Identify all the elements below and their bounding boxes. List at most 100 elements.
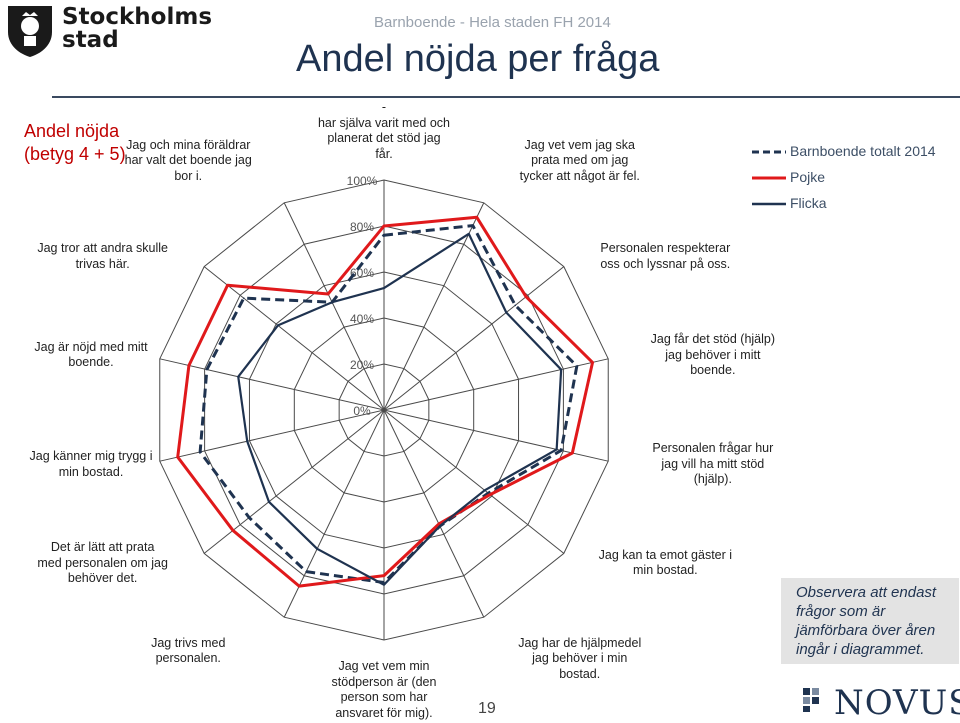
radar-category-label-line: stödperson är (den [331,674,437,689]
radar-category-label-line: Jag vet vem min [338,659,430,673]
radar-spoke [383,202,485,411]
radar-category-label-line: jag behöver i min [532,651,628,666]
legend-red-line-icon [752,176,786,180]
radar-point [487,492,490,494]
radar-tick-label: 20% [350,358,374,372]
radar-point [383,584,385,586]
radar-category-label-line: Personalen respekterar [600,241,731,256]
legend-label: Barnboende totalt 2014 [790,143,936,159]
radar-category-label: Jag får det stöd (hjälp) jag behöver i mi… [628,332,798,379]
radar-spoke [283,202,385,411]
radar-category-label-line: har själva varit med och [317,115,450,130]
radar-point [226,284,229,287]
radar-point [188,364,190,367]
radar-spoke [159,358,385,411]
radar-point [242,297,245,299]
title-divider [52,96,960,98]
report-subtitle: Barnboende - Hela staden FH 2014 [374,14,611,31]
radar-category-label-line: bor i. [174,168,203,183]
radar-point [483,489,486,492]
radar-category-label-line: boende. [690,363,736,377]
radar-category-label: Jag tror att andra skulle trivas här. [18,241,188,272]
radar-point [232,529,234,532]
radar-series-flicka [237,232,563,586]
radar-point [489,493,491,496]
legend-label: Flicka [790,195,827,211]
radar-spoke [159,409,385,462]
radar-category-label-line: trivas här. [75,256,130,271]
radar-spoke [283,409,385,618]
radar-tick-label: 0% [353,404,371,418]
radar-point [514,304,517,307]
radar-point [438,523,440,525]
radar-category-label-line: Det är lätt att prata [50,540,155,555]
radar-category-label-line: oss och lyssnar på oss. [600,256,731,271]
radar-category-label-line: min bostad. [58,464,124,479]
radar-spoke [383,266,565,411]
radar-category-label: Jag är nöjd med mitt boende. [6,340,176,371]
radar-category-label-line: Jag vet vem jag ska [524,137,635,152]
radar-category-label-line: planerat det stöd jag [327,131,441,145]
radar-point [472,224,474,227]
metric-definition: Andel nöjda (betyg 4 + 5) [24,120,126,166]
chart-legend: Barnboende totalt 2014 Pojke Flicka [752,143,952,221]
radar-category-label-line: tycker att något är fel. [519,168,640,183]
radar-point [383,225,385,227]
radar-category-label: Jag kan ta emot gäster i min bostad. [580,548,750,579]
radar-category-label-line: Jag tror att andra skulle [37,241,168,256]
radar-point [298,585,300,587]
radar-category-label-line: Jag får det stöd (hjälp) [650,332,776,346]
radar-point [246,440,249,443]
radar-category-label-line: prata med om jag [531,153,629,168]
logo-text: Stockholms stad [62,6,212,52]
radar-point [560,368,562,371]
radar-category-label-line: Jag känner mig trygg i [29,449,153,464]
radar-category-label: Jag trivs med personalen. [103,636,273,667]
novus-logo-text: NOVUS [834,683,960,723]
radar-category-label-line: Jag har de hjälpmedel [518,635,642,650]
radar-point [505,311,508,314]
radar-category-label-line: Personalen frågar hur [652,441,774,456]
radar-category-label-line: får. [375,146,393,161]
radar-point [555,448,558,451]
logo-text-line: stad [62,27,119,53]
radar-spoke [383,358,609,411]
radar-point [268,500,270,503]
legend-item-total: Barnboende totalt 2014 [752,143,952,169]
radar-category-label: Det är lätt att prata med personalen om j… [18,540,188,587]
radar-point [476,216,478,219]
radar-point [576,365,578,367]
radar-point [176,456,179,458]
radar-category-label-line: Jag trivs med [151,635,226,650]
radar-point [439,525,441,527]
radar-spoke [383,409,485,618]
radar-category-label-line: ansvaret för mig). [335,705,433,720]
stockholm-crest-icon [8,6,52,57]
note-text: Observera att endast frågor som är jämfö… [796,584,937,658]
radar-category-label-line: (hjälp). [693,472,732,487]
radar-point [331,301,333,304]
radar-series-barnboende-totalt-2014 [198,224,579,584]
radar-category-label-line: har valt det boende jag [124,153,252,168]
radar-spoke [203,266,385,411]
radar-point [305,570,307,573]
radar-category-label: Personalen frågar hur jag vill ha mitt st… [628,441,798,488]
radar-category-label-line: Jag och mina föräldrar [126,137,251,152]
radar-category-label-line: behöver det. [67,571,138,586]
radar-point [199,451,201,453]
radar-category-label-line: person som har [340,690,428,704]
legend-item-pojke: Pojke [752,169,952,195]
radar-category-label-line: personalen. [155,651,221,666]
radar-point [327,293,329,295]
metric-definition-line: Andel nöjda [24,121,120,141]
radar-category-label-line: jag vill ha mitt stöd [661,456,765,471]
radar-point [316,548,318,550]
radar-point [383,574,385,577]
legend-label: Pojke [790,169,826,185]
radar-point [383,234,385,236]
radar-point [383,287,385,289]
radar-point [571,452,574,454]
legend-dashed-line-icon [752,150,786,154]
radar-spoke [383,409,609,462]
radar-tick-label: 40% [350,312,374,326]
